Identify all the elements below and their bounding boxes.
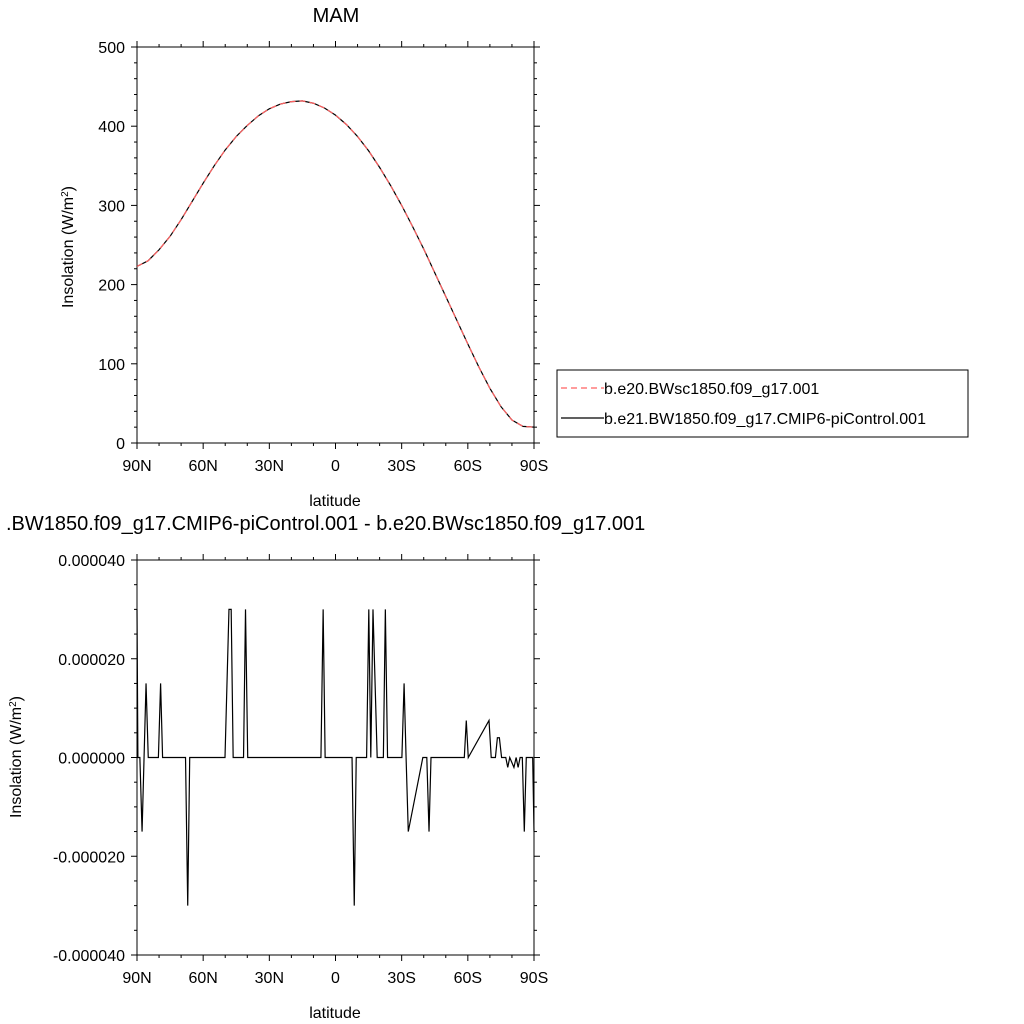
bottom-x-tick-label: 30S: [387, 970, 415, 987]
legend-entry-2: b.e21.BW1850.f09_g17.CMIP6-piControl.001: [604, 411, 926, 428]
bottom-y-tick-label: -0.000040: [53, 948, 125, 965]
top-x-tick-label: 90N: [122, 458, 151, 475]
bottom-series-group: [136, 608, 535, 906]
top-x-tick-label: 0: [331, 458, 340, 475]
top-x-tick-label: 60N: [188, 458, 217, 475]
top-series-group: [136, 100, 535, 428]
legend-entry-1: b.e20.BWsc1850.f09_g17.001: [604, 381, 819, 398]
bottom-x-tick-label: 30N: [255, 970, 284, 987]
top-chart-title: MAM: [313, 5, 360, 27]
top-axis-ticks: 90N 60N 30N 0 30S 60S 90S 0 100 200 300 400 500: [98, 40, 548, 475]
legend: b.e20.BWsc1850.f09_g17.001 b.e21.BW1850.…: [556, 369, 969, 438]
top-y-axis-label: Insolation (W/m2): [60, 186, 78, 308]
bottom-panel: .BW1850.f09_g17.CMIP6-piControl.001 - b.…: [6, 513, 645, 1022]
top-y-tick-label: 400: [98, 119, 125, 136]
top-y-tick-label: 0: [116, 436, 125, 453]
bottom-y-tick-label: 0.000020: [58, 652, 125, 669]
top-x-tick-label: 30N: [255, 458, 284, 475]
top-x-tick-label: 60S: [454, 458, 482, 475]
top-plot-frame: [136, 46, 535, 444]
bottom-y-axis-label: Insolation (W/m2): [8, 696, 26, 818]
bottom-y-axis-label-close: ): [8, 696, 25, 701]
bottom-y-axis-label-main: Insolation (W/m: [8, 707, 25, 818]
bottom-y-tick-label: 0.000040: [58, 553, 125, 570]
bottom-x-tick-label: 60N: [188, 970, 217, 987]
bottom-chart-title: .BW1850.f09_g17.CMIP6-piControl.001 - b.…: [6, 513, 645, 535]
bottom-y-axis-label-sup: 2: [8, 701, 19, 707]
bottom-y-tick-label: -0.000020: [53, 849, 125, 866]
bottom-x-tick-label: 0: [331, 970, 340, 987]
bottom-series-line-1: [136, 608, 535, 906]
bottom-x-tick-label: 90S: [520, 970, 548, 987]
top-x-axis-label: latitude: [309, 493, 361, 510]
top-y-axis-label-close: ): [60, 186, 77, 191]
bottom-x-tick-label: 90N: [122, 970, 151, 987]
bottom-axis-ticks: 90N 60N 30N 0 30S 60S 90S -0.000040 -0.000020 0.0…: [53, 553, 548, 987]
top-x-tick-label: 30S: [387, 458, 415, 475]
top-y-axis-label-main: Insolation (W/m: [60, 197, 77, 308]
top-series-line-1: [136, 100, 535, 428]
top-y-tick-label: 200: [98, 278, 125, 295]
top-series-line-2: [136, 100, 535, 428]
top-y-tick-label: 500: [98, 40, 125, 57]
bottom-x-tick-label: 60S: [454, 970, 482, 987]
bottom-y-tick-label: 0.000000: [58, 751, 125, 768]
top-y-tick-label: 100: [98, 357, 125, 374]
top-y-axis-label-sup: 2: [60, 191, 71, 197]
bottom-x-axis-label: latitude: [309, 1005, 361, 1022]
legend-box: [556, 369, 969, 438]
top-y-tick-label: 300: [98, 198, 125, 215]
top-x-tick-label: 90S: [520, 458, 548, 475]
top-panel: MAM 90N 60N 30N 0 30S 60S 90S0100200300400500 …: [60, 5, 969, 510]
